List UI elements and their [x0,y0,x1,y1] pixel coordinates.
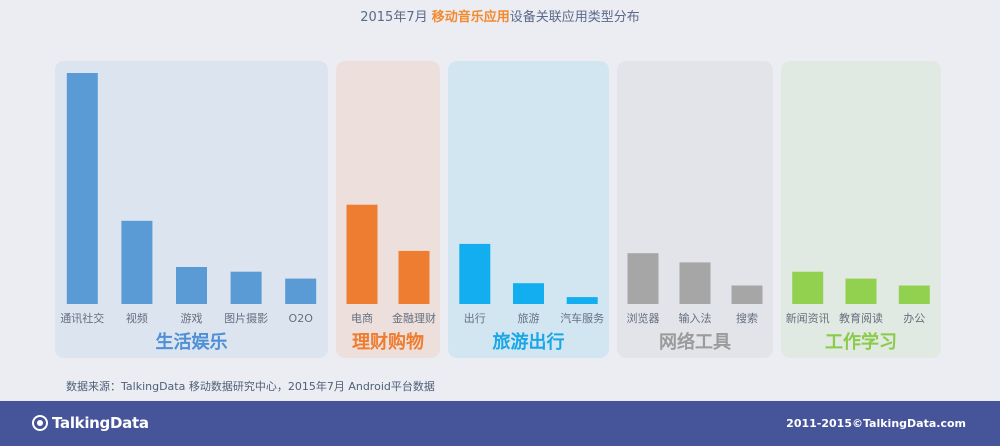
data-source-note: 数据来源：TalkingData 移动数据研究中心，2015年7月 Androi… [66,380,435,393]
bar [121,220,153,304]
bar [285,278,317,304]
bar [679,262,711,304]
category-label: 汽车服务 [560,311,604,325]
category-label: 图片摄影 [224,311,268,325]
category-label: 出行 [464,311,486,325]
title-suffix: 设备关联应用类型分布 [509,10,640,25]
category-label: 搜索 [736,311,758,325]
bar [792,271,824,304]
category-label: 金融理财 [392,311,436,325]
bar [230,271,262,304]
group-label: 工作学习 [825,331,897,353]
logo-text: TalkingData [52,414,149,432]
copyright-text: 2011-2015©TalkingData.com [786,417,966,430]
category-label: 电商 [351,311,373,325]
bar [66,73,98,304]
chart-title: 2015年7月 移动音乐应用设备关联应用类型分布 [0,6,1000,25]
bar [398,250,430,304]
group-label: 理财购物 [352,331,424,353]
title-highlight: 移动音乐应用 [431,10,510,25]
category-label: 视频 [126,311,148,325]
group-label: 网络工具 [659,331,731,353]
logo-icon [32,415,48,431]
bar [627,253,659,304]
bar [346,204,378,304]
group-label: 旅游出行 [493,331,565,353]
category-label: 教育阅读 [839,311,883,325]
bar [845,278,877,304]
category-label: 通讯社交 [60,311,104,325]
group-1: 通讯社交 视频 游戏 图片摄影 O2O 生活娱乐 [55,61,328,358]
bar [459,243,491,304]
category-label: 输入法 [679,311,712,325]
talkingdata-logo: TalkingData [32,414,149,432]
category-label: 旅游 [518,311,540,325]
group-label: 生活娱乐 [156,331,228,353]
bar [731,285,763,304]
category-label: 办公 [903,312,925,325]
title-prefix: 2015年7月 [360,10,432,25]
bar [898,285,930,304]
bar [513,283,544,304]
bar [176,267,207,304]
category-label: 新闻资讯 [786,311,830,325]
footer-bar: TalkingData 2011-2015©TalkingData.com [0,401,1000,446]
bar [566,297,598,304]
category-label: O2O [289,312,314,325]
category-label: 游戏 [181,312,203,325]
category-label: 浏览器 [627,311,660,325]
